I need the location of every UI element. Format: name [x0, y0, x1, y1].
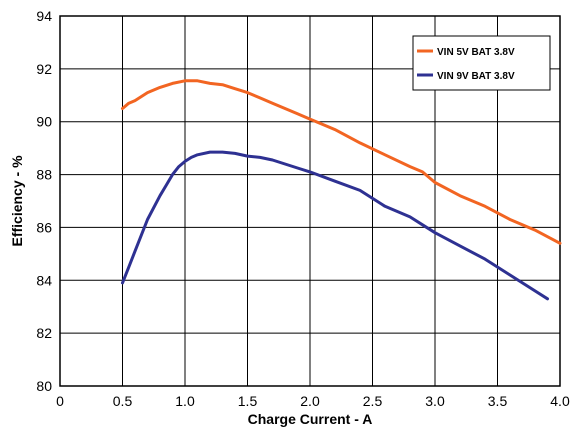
series-line-2 [121, 150, 549, 301]
x-tick-label: 2.5 [363, 393, 383, 409]
y-tick-label: 88 [36, 167, 52, 183]
y-axis-title: Efficiency - % [9, 155, 25, 247]
y-tick-label: 86 [36, 219, 52, 235]
y-tick-label: 90 [36, 114, 52, 130]
x-tick-label: 0 [56, 393, 64, 409]
x-axis-title: Charge Current - A [248, 411, 373, 427]
x-tick-label: 3.0 [425, 393, 445, 409]
x-tick-label: 3.5 [488, 393, 508, 409]
y-tick-label: 92 [36, 61, 52, 77]
legend: VIN 5V BAT 3.8V VIN 9V BAT 3.8V [412, 35, 551, 91]
legend-label-2: VIN 9V BAT 3.8V [437, 71, 515, 82]
x-tick-label: 1.0 [175, 393, 195, 409]
legend-label-1: VIN 5V BAT 3.8V [437, 47, 515, 58]
x-tick-labels: 0 0.5 1.0 1.5 2.0 2.5 3.0 3.5 4.0 [56, 393, 570, 409]
plot-frame [59, 15, 561, 387]
x-tick-label: 2.0 [300, 393, 320, 409]
y-tick-label: 80 [36, 378, 52, 394]
y-tick-label: 94 [36, 8, 52, 24]
series-lines [121, 79, 562, 301]
x-tick-label: 4.0 [550, 393, 570, 409]
legend-box [412, 35, 551, 91]
x-tick-label: 0.5 [113, 393, 133, 409]
y-tick-label: 82 [36, 325, 52, 341]
series-line-1 [121, 79, 562, 245]
y-tick-label: 84 [36, 272, 52, 288]
x-tick-label: 1.5 [238, 393, 258, 409]
y-tick-labels: 80 82 84 86 88 90 92 94 [36, 8, 52, 394]
